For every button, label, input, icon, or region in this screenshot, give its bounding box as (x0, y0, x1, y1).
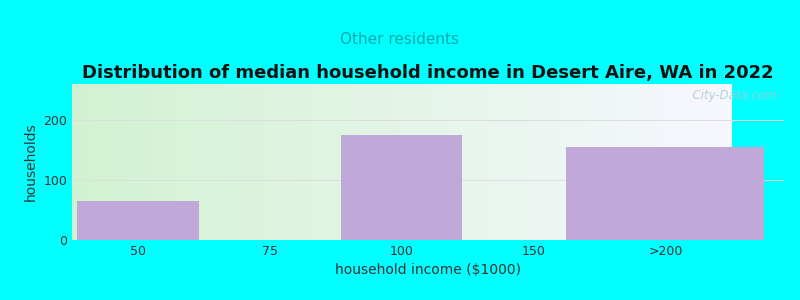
Bar (341, 135, 462, 240)
Text: Other residents: Other residents (341, 32, 459, 46)
Y-axis label: households: households (24, 123, 38, 201)
Text: City-Data.com: City-Data.com (686, 89, 777, 102)
Title: Distribution of median household income in Desert Aire, WA in 2022: Distribution of median household income … (82, 64, 774, 82)
Bar (78, 201, 198, 240)
X-axis label: household income ($1000): household income ($1000) (335, 263, 521, 278)
Bar (566, 147, 764, 240)
